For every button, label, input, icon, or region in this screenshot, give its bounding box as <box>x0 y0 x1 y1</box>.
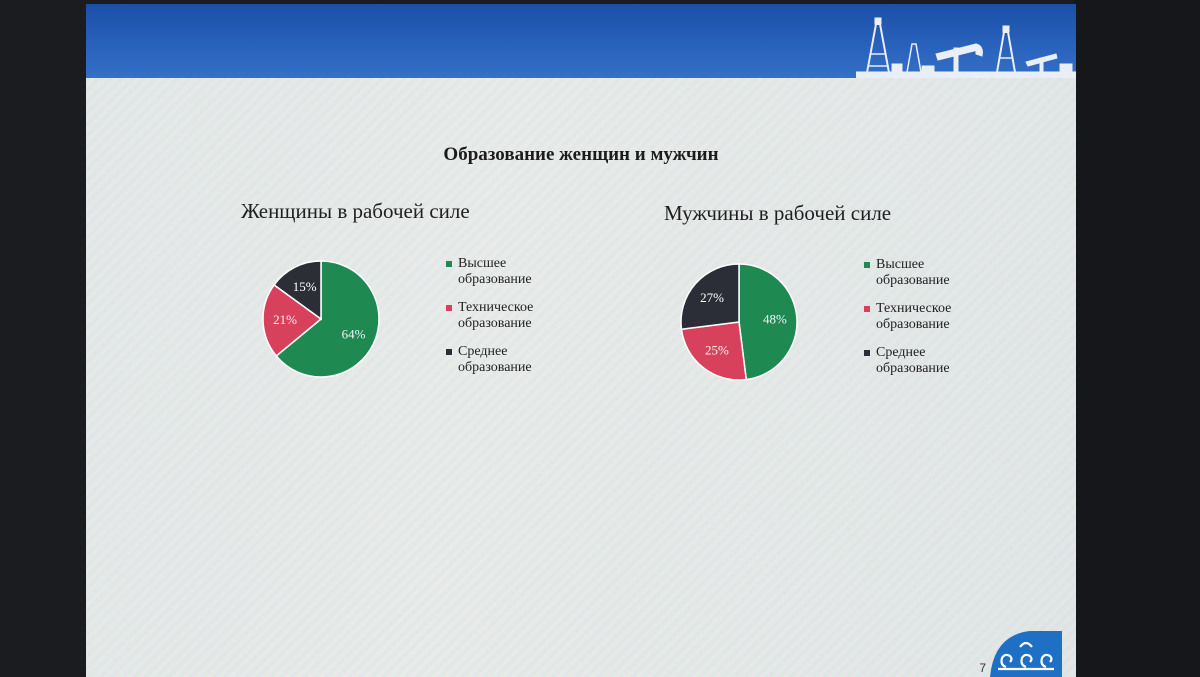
legend-item-higher: Высшее образование <box>446 256 553 288</box>
data-label-technical: 25% <box>705 342 729 357</box>
legend-swatch-secondary <box>864 350 870 356</box>
legend-label-secondary: Среднее образование <box>876 345 950 376</box>
pie-slice-higher <box>275 260 380 378</box>
legend-label-technical: Техническое образование <box>458 300 534 331</box>
pie-slice-higher <box>738 263 798 381</box>
data-label-higher: 64% <box>342 326 366 341</box>
legend-swatch-technical <box>446 305 452 311</box>
chart-title-women: Женщины в рабочей силе <box>241 199 470 223</box>
legend-label-higher: Высшее образование <box>458 256 532 287</box>
chart-title-men: Мужчины в рабочей силе <box>664 201 892 225</box>
legend-swatch-higher <box>864 262 870 268</box>
pie-slice-secondary <box>680 263 740 331</box>
legend-item-secondary: Среднее образование <box>864 345 971 377</box>
slide-title: Образование женщин и мужчин <box>443 144 719 165</box>
legend-swatch-secondary <box>446 349 452 355</box>
pie-slice-technical <box>680 321 748 381</box>
monitor-bezel-right <box>1075 0 1200 677</box>
legend-label-higher: Высшее образование <box>876 257 950 288</box>
pie-slice-secondary <box>273 260 322 321</box>
page-number: 7 <box>979 661 986 675</box>
legend-item-higher: Высшее образование <box>864 257 971 289</box>
legend-item-secondary: Среднее образование <box>446 344 553 376</box>
monitor-bezel-left <box>0 0 86 677</box>
legend-women: Высшее образование Техническое образовани… <box>446 256 553 388</box>
legend-label-secondary: Среднее образование <box>458 344 532 375</box>
data-label-secondary: 15% <box>293 279 317 294</box>
data-label-secondary: 27% <box>700 290 724 305</box>
pie-chart-women: 64% 21% 15% <box>262 260 380 378</box>
legend-swatch-higher <box>446 261 452 267</box>
logo-icon <box>990 631 1062 677</box>
legend-item-technical: Техническое образование <box>864 301 971 333</box>
legend-men: Высшее образование Техническое образовани… <box>864 257 971 389</box>
data-label-technical: 21% <box>273 312 297 327</box>
pie-slice-technical <box>262 283 323 358</box>
header-band <box>86 4 1076 78</box>
legend-label-technical: Техническое образование <box>876 301 952 332</box>
pie-chart-men: 48% 25% 27% <box>680 263 798 381</box>
legend-swatch-technical <box>864 306 870 312</box>
legend-item-technical: Техническое образование <box>446 300 553 332</box>
presentation-slide: Образование женщин и мужчин Женщины в ра… <box>86 4 1076 677</box>
oil-rig-silhouette-icon <box>856 17 1076 78</box>
data-label-higher: 48% <box>763 312 787 327</box>
